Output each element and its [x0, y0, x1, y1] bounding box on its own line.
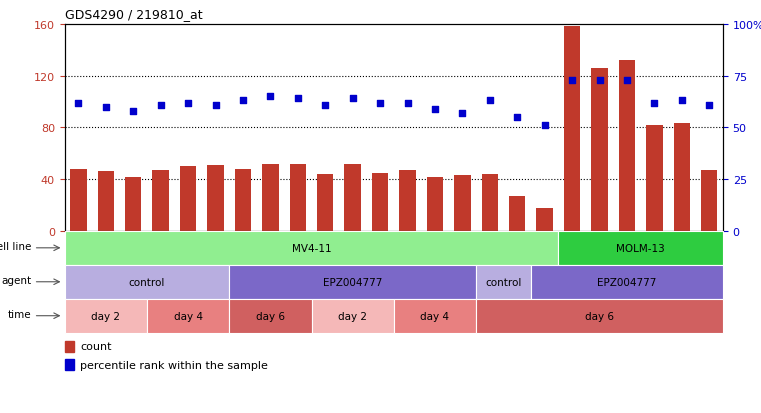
Text: EPZ004777: EPZ004777	[323, 277, 382, 287]
Bar	[70, 169, 87, 231]
Point	[72, 100, 84, 107]
Text: day 4: day 4	[174, 311, 202, 321]
Point	[374, 100, 386, 107]
Text: MOLM-13: MOLM-13	[616, 243, 665, 253]
Bar	[372, 173, 388, 231]
Bar	[317, 174, 333, 231]
Point	[291, 96, 304, 102]
Text: count: count	[80, 341, 111, 351]
Bar	[482, 174, 498, 231]
Bar	[97, 172, 114, 231]
Bar	[262, 164, 279, 231]
FancyBboxPatch shape	[476, 265, 531, 299]
Text: control: control	[486, 277, 522, 287]
Text: percentile rank within the sample: percentile rank within the sample	[80, 360, 268, 370]
Text: EPZ004777: EPZ004777	[597, 277, 657, 287]
Bar	[207, 166, 224, 231]
Point	[621, 77, 633, 84]
Point	[703, 102, 715, 109]
Bar	[125, 177, 142, 231]
Bar	[65, 341, 75, 352]
Text: day 2: day 2	[338, 311, 367, 321]
Bar	[65, 359, 75, 370]
Text: MV4-11: MV4-11	[291, 243, 331, 253]
Bar	[180, 167, 196, 231]
FancyBboxPatch shape	[229, 265, 476, 299]
Bar	[537, 208, 553, 231]
Point	[511, 114, 524, 121]
Bar	[673, 124, 690, 231]
FancyBboxPatch shape	[311, 299, 394, 333]
FancyBboxPatch shape	[147, 299, 229, 333]
FancyBboxPatch shape	[476, 299, 723, 333]
Bar	[591, 69, 608, 231]
Bar	[646, 126, 663, 231]
FancyBboxPatch shape	[229, 299, 311, 333]
Bar	[701, 171, 718, 231]
Point	[319, 102, 331, 109]
Point	[676, 98, 688, 104]
Text: day 2: day 2	[91, 311, 120, 321]
FancyBboxPatch shape	[65, 231, 559, 265]
Point	[182, 100, 194, 107]
Bar	[509, 197, 525, 231]
Point	[127, 108, 139, 115]
Point	[484, 98, 496, 104]
FancyBboxPatch shape	[65, 265, 229, 299]
FancyBboxPatch shape	[559, 231, 723, 265]
Point	[100, 104, 112, 111]
Bar	[454, 176, 470, 231]
Point	[539, 123, 551, 129]
Bar	[345, 164, 361, 231]
Bar	[152, 171, 169, 231]
Text: agent: agent	[1, 275, 31, 285]
Bar	[427, 177, 443, 231]
Point	[402, 100, 414, 107]
Text: day 6: day 6	[256, 311, 285, 321]
Point	[457, 110, 469, 117]
Point	[594, 77, 606, 84]
Point	[429, 106, 441, 113]
Point	[346, 96, 358, 102]
Bar	[564, 27, 581, 231]
Text: time: time	[8, 309, 31, 319]
Point	[237, 98, 249, 104]
Bar	[234, 169, 251, 231]
Bar	[290, 164, 306, 231]
Text: day 4: day 4	[421, 311, 450, 321]
Point	[264, 94, 276, 100]
Text: day 6: day 6	[585, 311, 614, 321]
Text: GDS4290 / 219810_at: GDS4290 / 219810_at	[65, 8, 202, 21]
Text: cell line: cell line	[0, 242, 31, 252]
Bar	[619, 61, 635, 231]
Point	[154, 102, 167, 109]
Point	[648, 100, 661, 107]
Point	[209, 102, 221, 109]
FancyBboxPatch shape	[394, 299, 476, 333]
Text: control: control	[129, 277, 165, 287]
Bar	[400, 171, 416, 231]
FancyBboxPatch shape	[531, 265, 723, 299]
FancyBboxPatch shape	[65, 299, 147, 333]
Point	[566, 77, 578, 84]
